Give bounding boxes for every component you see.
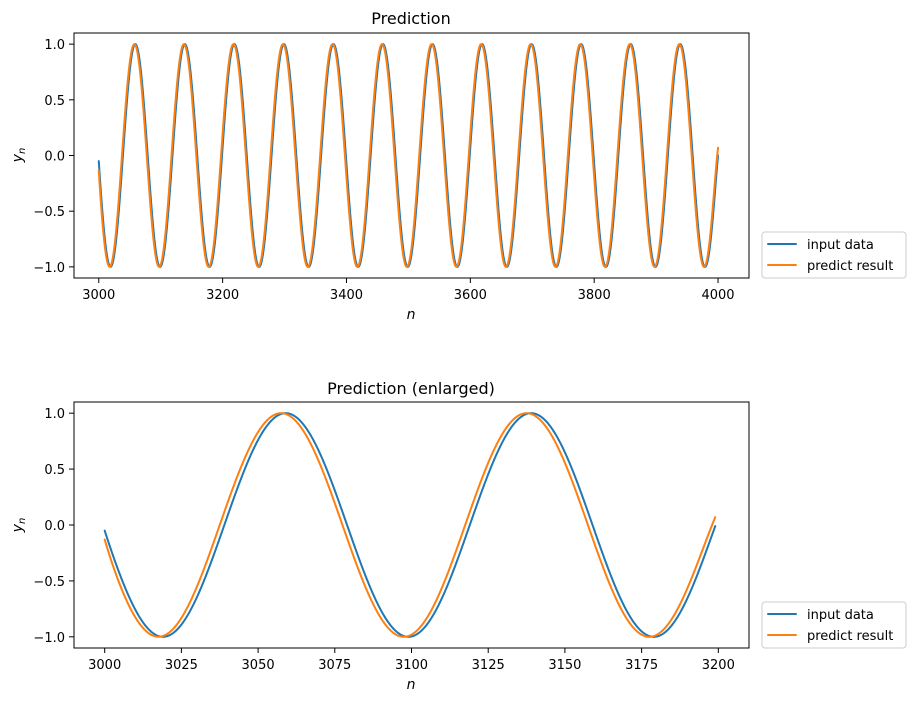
y-axis-label: yn (10, 518, 28, 534)
legend-box (761, 601, 907, 649)
y-tick-label: 0.0 (44, 150, 65, 165)
legend-label-input-data: input data (807, 238, 874, 253)
x-tick-label: 3050 (242, 658, 275, 673)
y-axis-ticks: 1.0 0.5 0.0 −0.5 −1.0 (33, 407, 74, 646)
x-tick-label: 3800 (578, 288, 611, 303)
legend-box (761, 231, 907, 279)
x-tick-label: 4000 (701, 288, 734, 303)
legend: input data predict result (761, 601, 907, 649)
y-tick-label: −1.0 (33, 261, 65, 276)
y-axis-label-sub: n (17, 148, 28, 154)
y-tick-label: −1.0 (33, 631, 65, 646)
y-tick-label: 0.5 (44, 94, 65, 109)
series-line-predict-result (97, 43, 720, 268)
legend: input data predict result (761, 231, 907, 279)
series-layer (103, 412, 717, 638)
y-tick-label: −0.5 (33, 575, 65, 590)
x-axis-label: n (407, 677, 416, 693)
x-axis-ticks: 3000 3025 3050 3075 3100 3125 3150 3175 3200 (88, 648, 735, 673)
x-tick-label: 3075 (318, 658, 351, 673)
x-tick-label: 3175 (625, 658, 658, 673)
x-tick-label: 3200 (702, 658, 735, 673)
subplot-title: Prediction (enlarged) (327, 379, 495, 398)
prediction-enlarged-subplot: Prediction (enlarged) 3000 3025 3050 3075 31… (10, 379, 907, 693)
series-line-input-data (97, 43, 720, 268)
prediction-subplot: Prediction 3000 3200 3400 3600 3800 4000 1.0 0… (10, 9, 907, 323)
legend-label-predict-result: predict result (807, 629, 893, 644)
y-axis-ticks: 1.0 0.5 0.0 −0.5 −1.0 (33, 38, 74, 276)
y-tick-label: 0.5 (44, 463, 65, 478)
y-axis-label: yn (10, 148, 28, 164)
y-axis-label-sub: n (17, 518, 28, 524)
y-tick-label: 1.0 (44, 407, 65, 422)
x-tick-label: 3200 (206, 288, 239, 303)
axes-frame (73, 32, 750, 279)
x-tick-label: 3600 (454, 288, 487, 303)
y-tick-label: −0.5 (33, 205, 65, 220)
x-tick-label: 3400 (330, 288, 363, 303)
legend-label-input-data: input data (807, 608, 874, 623)
series-layer (97, 43, 720, 268)
x-axis-ticks: 3000 3200 3400 3600 3800 4000 (82, 278, 735, 303)
subplot-title: Prediction (371, 9, 450, 28)
x-tick-label: 3125 (472, 658, 505, 673)
x-tick-label: 3000 (88, 658, 121, 673)
x-tick-label: 3100 (395, 658, 428, 673)
y-tick-label: 0.0 (44, 519, 65, 534)
x-tick-label: 3150 (548, 658, 581, 673)
y-tick-label: 1.0 (44, 38, 65, 53)
y-axis-label-base: y (10, 523, 26, 533)
y-axis-label-base: y (10, 153, 26, 163)
x-axis-label: n (407, 307, 416, 323)
series-line-input-data (103, 412, 717, 638)
series-line-predict-result (103, 412, 717, 638)
x-tick-label: 3000 (82, 288, 115, 303)
legend-label-predict-result: predict result (807, 259, 893, 274)
x-tick-label: 3025 (165, 658, 198, 673)
axes-frame (73, 401, 750, 649)
